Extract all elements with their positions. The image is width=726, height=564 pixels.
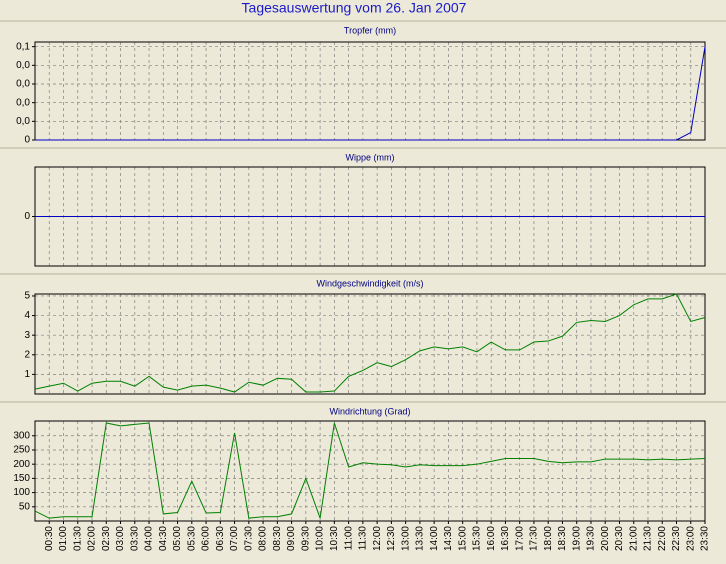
y-tick-label: 200 (13, 459, 30, 470)
x-tick-label: 21:00 (628, 526, 639, 551)
x-tick-label: 07:30 (243, 526, 254, 551)
x-tick-label: 06:00 (201, 526, 212, 551)
y-tick-label: 150 (13, 473, 30, 484)
x-tick-label: 00:30 (44, 526, 55, 551)
x-tick-label: 05:30 (186, 526, 197, 551)
page-title: Tagesauswertung vom 26. Jan 2007 (242, 0, 467, 16)
x-tick-label: 18:00 (543, 526, 554, 551)
y-tick-label: 0 (24, 135, 30, 146)
x-tick-label: 02:30 (101, 526, 112, 551)
x-tick-label: 23:00 (685, 526, 696, 551)
y-tick-label: 4 (24, 310, 30, 321)
x-tick-label: 16:30 (500, 526, 511, 551)
x-tick-label: 09:00 (286, 526, 297, 551)
x-tick-label: 13:30 (415, 526, 426, 551)
x-tick-label: 17:00 (514, 526, 525, 551)
x-tick-label: 04:30 (158, 526, 169, 551)
x-tick-label: 05:00 (172, 526, 183, 551)
y-tick-label: 0,0 (16, 60, 30, 71)
data-line (34, 293, 706, 393)
data-line (34, 422, 706, 519)
y-tick-label: 250 (13, 445, 30, 456)
x-tick-label: 07:00 (229, 526, 240, 551)
x-tick-label: 01:30 (72, 526, 83, 551)
x-tick-label: 21:30 (643, 526, 654, 551)
x-tick-label: 19:00 (571, 526, 582, 551)
x-tick-label: 20:30 (614, 526, 625, 551)
plot-frame (34, 293, 706, 395)
x-tick-label: 18:30 (557, 526, 568, 551)
y-tick-label: 2 (24, 349, 30, 360)
x-tick-label: 17:30 (529, 526, 540, 551)
y-tick-label: 0,0 (16, 79, 30, 90)
y-tick-label: 300 (13, 430, 30, 441)
x-tick-label: 19:30 (586, 526, 597, 551)
x-tick-label: 16:00 (486, 526, 497, 551)
y-tick-label: 0 (24, 211, 30, 222)
x-tick-label: 11:00 (343, 526, 354, 551)
panel-title: Tropfer (mm) (344, 25, 396, 35)
x-tick-label: 14:00 (429, 526, 440, 551)
y-tick-label: 100 (13, 487, 30, 498)
data-line (35, 46, 706, 141)
y-tick-label: 0,1 (16, 41, 30, 52)
x-tick-label: 22:30 (671, 526, 682, 551)
x-tick-label: 15:00 (457, 526, 468, 551)
x-tick-label: 11:30 (358, 526, 369, 551)
x-tick-label: 08:00 (258, 526, 269, 551)
x-tick-label: 22:00 (657, 526, 668, 551)
x-tick-label: 12:00 (372, 526, 383, 551)
y-tick-label: 0,0 (16, 97, 30, 108)
y-tick-label: 5 (24, 291, 30, 302)
x-tick-label: 08:30 (272, 526, 283, 551)
panel-title: Wippe (mm) (346, 152, 395, 162)
x-tick-label: 02:00 (87, 526, 98, 551)
panel-title: Windgeschwindigkeit (m/s) (316, 278, 423, 288)
x-tick-label: 23:30 (700, 526, 711, 551)
y-tick-label: 3 (24, 330, 30, 341)
y-tick-label: 50 (19, 501, 31, 512)
y-tick-label: 0,0 (16, 116, 30, 127)
panel-title: Windrichtung (Grad) (329, 406, 410, 416)
y-tick-label: 1 (24, 369, 30, 380)
x-tick-label: 15:30 (472, 526, 483, 551)
plot-frame (34, 420, 706, 522)
x-tick-label: 03:30 (129, 526, 140, 551)
x-tick-label: 04:00 (144, 526, 155, 551)
x-tick-label: 14:30 (443, 526, 454, 551)
x-tick-label: 03:00 (115, 526, 126, 551)
x-tick-label: 13:00 (400, 526, 411, 551)
x-tick-label: 10:30 (329, 526, 340, 551)
x-tick-label: 09:30 (300, 526, 311, 551)
x-tick-label: 06:30 (215, 526, 226, 551)
x-tick-label: 12:30 (386, 526, 397, 551)
x-tick-label: 10:00 (315, 526, 326, 551)
x-tick-label: 20:00 (600, 526, 611, 551)
x-tick-label: 01:00 (58, 526, 69, 551)
